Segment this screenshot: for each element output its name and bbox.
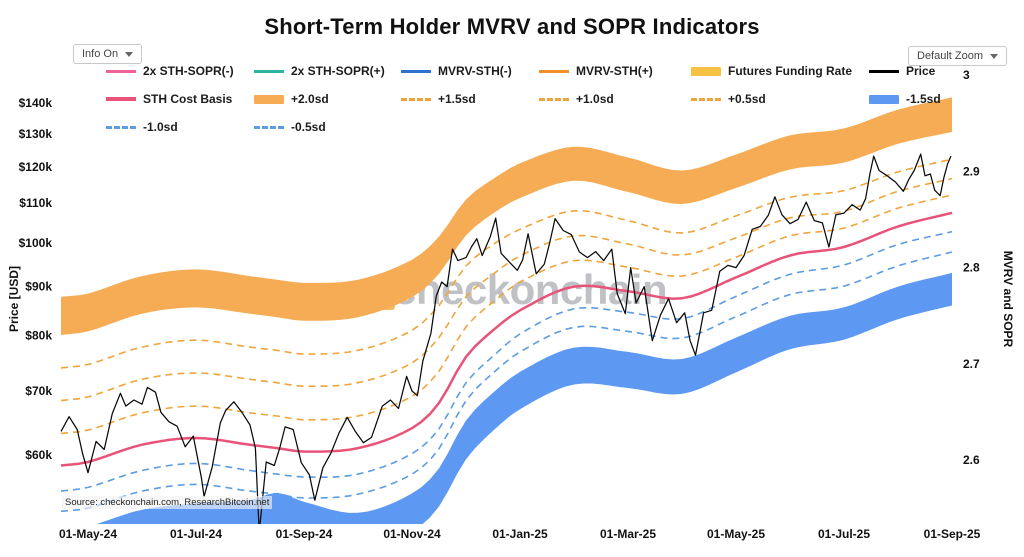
right-axis-title: MVRV and SOPR (1001, 250, 1015, 348)
left-tick-label: $80k (25, 328, 52, 342)
legend-swatch-icon (106, 97, 136, 101)
legend-label: 2x STH-SOPR(-) (143, 64, 234, 78)
legend-swatch-icon (254, 125, 284, 129)
right-tick-label: 2.9 (963, 164, 980, 178)
x-tick-label: 01-Sep-24 (276, 527, 333, 541)
left-tick-label: $110k (19, 196, 52, 210)
series-sth-cost-basis (60, 211, 953, 467)
legend-label: +2.0sd (291, 92, 329, 106)
plot-area (60, 97, 953, 524)
legend-swatch-icon (401, 97, 431, 101)
legend-item[interactable]: -1.5sd (869, 92, 949, 106)
left-tick-label: $90k (25, 280, 52, 294)
legend-item[interactable]: 2x STH-SOPR(+) (254, 64, 401, 78)
legend-item[interactable]: MVRV-STH(+) (539, 64, 691, 78)
legend-item[interactable]: Price (869, 64, 949, 78)
x-tick-label: 01-Jan-25 (492, 527, 548, 541)
left-axis-title: Price [USD] (7, 265, 21, 333)
legend-label: 2x STH-SOPR(+) (291, 64, 385, 78)
x-tick-label: 01-Sep-25 (924, 527, 981, 541)
legend-item[interactable]: Futures Funding Rate (691, 64, 869, 78)
page-title: Short-Term Holder MVRV and SOPR Indicato… (264, 14, 760, 39)
legend-label: MVRV-STH(+) (576, 64, 653, 78)
series-1-0sd (60, 177, 953, 402)
legend-item[interactable]: 2x STH-SOPR(-) (106, 64, 254, 78)
left-tick-label: $100k (19, 236, 53, 250)
x-tick-label: 01-Jul-25 (818, 527, 870, 541)
legend-item[interactable]: STH Cost Basis (106, 92, 254, 106)
legend-label: +1.5sd (438, 92, 476, 106)
x-tick-label: 01-Mar-25 (600, 527, 656, 541)
legend-swatch-icon (401, 69, 431, 73)
axis-tick-labels: 01-May-24 01-Jul-24 01-Sep-24 01-Nov-24 01-J… (19, 68, 981, 541)
info-dropdown-label: Info On (82, 48, 119, 60)
zoom-dropdown[interactable]: Default Zoom (908, 46, 1008, 66)
zoom-dropdown-label: Default Zoom (917, 50, 984, 62)
legend: 2x STH-SOPR(-) 2x STH-SOPR(+) MVRV-STH(-) M… (106, 64, 949, 134)
legend-swatch-icon (539, 69, 569, 73)
series-0-5sd (60, 194, 953, 435)
legend-label: Price (906, 64, 936, 78)
legend-label: STH Cost Basis (143, 92, 233, 106)
band-2-0sd-band (61, 97, 952, 336)
left-tick-label: $130k (19, 127, 53, 141)
legend-swatch-icon (691, 66, 721, 76)
legend-label: Futures Funding Rate (728, 64, 852, 78)
x-tick-label: 01-Jul-24 (170, 527, 222, 541)
left-tick-label: $70k (25, 384, 52, 398)
legend-item[interactable]: +2.0sd (254, 92, 401, 106)
legend-swatch-icon (106, 125, 136, 129)
legend-swatch-icon (869, 69, 899, 73)
left-tick-label: $140k (19, 96, 53, 110)
legend-label: -0.5sd (291, 120, 326, 134)
right-tick-label: 3 (963, 68, 970, 82)
band-1-5sd-band (97, 272, 952, 524)
chevron-down-icon (125, 51, 134, 57)
left-tick-label: $120k (19, 160, 53, 174)
legend-item[interactable]: +1.0sd (539, 92, 691, 106)
series-price (60, 153, 952, 524)
x-tick-label: 01-May-24 (59, 527, 117, 541)
legend-label: -1.5sd (906, 92, 941, 106)
legend-swatch-icon (254, 69, 284, 73)
legend-swatch-icon (869, 94, 899, 104)
info-dropdown[interactable]: Info On (73, 44, 143, 64)
series-1-5sd (60, 158, 953, 369)
series-0-5sd (60, 230, 953, 492)
right-tick-label: 2.8 (963, 261, 980, 275)
x-tick-label: 01-May-25 (707, 527, 765, 541)
legend-item[interactable]: MVRV-STH(-) (401, 64, 539, 78)
x-tick-label: 01-Nov-24 (383, 527, 441, 541)
legend-swatch-icon (106, 69, 136, 73)
source-note: Source: checkonchain.com, ResearchBitcoi… (62, 496, 273, 509)
legend-swatch-icon (539, 97, 569, 101)
series-1-0sd (60, 251, 953, 513)
legend-label: +1.0sd (576, 92, 614, 106)
legend-label: MVRV-STH(-) (438, 64, 512, 78)
chevron-down-icon (990, 53, 999, 59)
legend-swatch-icon (691, 97, 721, 101)
right-tick-label: 2.7 (963, 357, 980, 371)
left-tick-label: $60k (25, 448, 52, 462)
legend-swatch-icon (254, 94, 284, 104)
legend-item[interactable]: +0.5sd (691, 92, 869, 106)
legend-item[interactable]: +1.5sd (401, 92, 539, 106)
right-tick-label: 2.6 (963, 453, 980, 467)
legend-label: -1.0sd (143, 120, 178, 134)
legend-label: +0.5sd (728, 92, 766, 106)
legend-item[interactable]: -1.0sd (106, 120, 254, 134)
legend-item[interactable]: -0.5sd (254, 120, 401, 134)
